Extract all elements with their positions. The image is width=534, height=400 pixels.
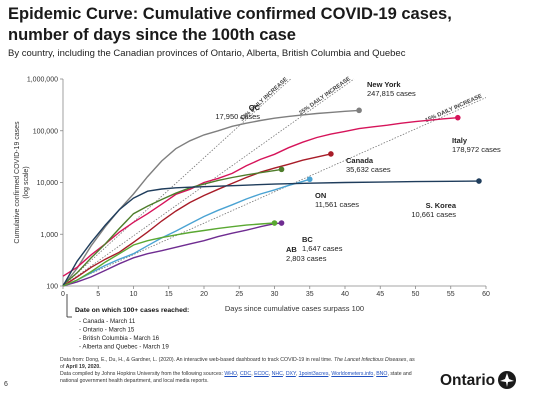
y-tick-label: 100,000 bbox=[33, 128, 58, 135]
y-tick-label: 10,000 bbox=[37, 180, 59, 187]
x-axis-title: Days since cumulative cases surpass 100 bbox=[225, 304, 364, 313]
series-value: 10,661 cases bbox=[411, 210, 456, 219]
x-tick-label: 30 bbox=[271, 291, 279, 298]
x-tick-label: 25 bbox=[235, 291, 243, 298]
series-name: ON bbox=[315, 191, 326, 200]
series-value: 35,632 cases bbox=[346, 165, 391, 174]
source-citation: Data from: Dong, E., Du, H., & Gardner, … bbox=[60, 357, 415, 370]
x-tick-label: 10 bbox=[130, 291, 138, 298]
page-title: Epidemic Curve: Cumulative confirmed COV… bbox=[8, 5, 452, 44]
series-value: 2,803 cases bbox=[286, 254, 327, 263]
source-link[interactable]: WHO bbox=[224, 371, 238, 377]
series-label: Canada 35,632 cases bbox=[346, 156, 391, 174]
date-note-item: - British Columbia - March 16 bbox=[79, 335, 160, 342]
series-value: 247,815 cases bbox=[367, 89, 416, 98]
series-endpoint bbox=[271, 220, 278, 226]
x-tick-label: 15 bbox=[165, 291, 173, 298]
reference-line-label: 25% DAILY INCREASE bbox=[298, 76, 352, 117]
series-line bbox=[62, 178, 311, 287]
x-tick-label: 20 bbox=[200, 291, 208, 298]
ontario-wordmark: Ontario bbox=[440, 372, 496, 389]
series-line bbox=[62, 153, 332, 287]
series-endpoint bbox=[476, 178, 482, 184]
date-note-item: - Canada - March 11 bbox=[79, 318, 136, 325]
source-link[interactable]: NHC bbox=[271, 371, 283, 377]
series-value: 1,647 cases bbox=[302, 244, 343, 253]
series-line bbox=[62, 222, 282, 287]
reference-line bbox=[63, 78, 291, 286]
series-endpoint bbox=[278, 166, 285, 173]
date-note-title: Date on which 100+ cases reached: bbox=[75, 307, 189, 314]
x-tick-label: 50 bbox=[412, 291, 420, 298]
series-endpoint bbox=[455, 114, 461, 121]
series-label: BC 1,647 cases bbox=[302, 235, 343, 253]
series-name: AB bbox=[286, 245, 297, 254]
x-tick-label: 0 bbox=[61, 291, 65, 298]
series-label: ON 11,561 cases bbox=[315, 191, 359, 209]
series-name: QC bbox=[249, 103, 261, 112]
source-link[interactable]: BNO bbox=[376, 371, 388, 377]
x-tick-label: 5 bbox=[96, 291, 100, 298]
x-tick-label: 45 bbox=[376, 291, 384, 298]
series-endpoint bbox=[356, 107, 362, 114]
series-name: New York bbox=[367, 80, 401, 89]
ontario-trillium-icon bbox=[498, 371, 516, 389]
page-subtitle: By country, including the Canadian provi… bbox=[8, 48, 406, 59]
series-line bbox=[62, 117, 458, 277]
x-tick-label: 55 bbox=[447, 291, 455, 298]
series-endpoint bbox=[328, 151, 334, 157]
series-label: QC 17,950 cases bbox=[215, 103, 260, 121]
reference-line bbox=[63, 97, 486, 286]
source-link[interactable]: CDC bbox=[239, 371, 252, 377]
y-axis-title-line: Cumulative confirmed COVID-19 cases bbox=[14, 121, 21, 244]
y-tick-label: 1,000 bbox=[40, 232, 58, 239]
source-footer: Data from: Dong, E., Du, H., & Gardner, … bbox=[60, 357, 420, 385]
source-link[interactable]: 1point3acres bbox=[298, 371, 329, 377]
source-link[interactable]: ECDC bbox=[254, 371, 269, 377]
series-line bbox=[62, 222, 275, 287]
series-label: AB 2,803 cases bbox=[286, 245, 327, 263]
data-compiled-note: Data compiled by Johns Hopkins Universit… bbox=[60, 371, 412, 384]
series-name: Italy bbox=[452, 136, 468, 145]
x-tick-label: 60 bbox=[482, 291, 490, 298]
y-tick-label: 1,000,000 bbox=[27, 77, 58, 84]
series-line bbox=[62, 168, 282, 286]
series-label: Italy 178,972 cases bbox=[452, 136, 501, 154]
series-endpoint bbox=[278, 220, 285, 226]
date-note-item: - Alberta and Quebec - March 19 bbox=[79, 344, 169, 351]
source-link[interactable]: Worldometers.info bbox=[331, 371, 374, 377]
x-tick-label: 35 bbox=[306, 291, 314, 298]
y-tick-label: 100 bbox=[46, 284, 58, 291]
series-name: Canada bbox=[346, 156, 374, 165]
source-link[interactable]: DXY bbox=[285, 371, 296, 377]
series-value: 178,972 cases bbox=[452, 145, 501, 154]
series-label: S. Korea 10,661 cases bbox=[411, 201, 456, 219]
series-value: 17,950 cases bbox=[215, 112, 260, 121]
x-tick-label: 40 bbox=[341, 291, 349, 298]
series-value: 11,561 cases bbox=[315, 200, 359, 209]
page-number: 6 bbox=[4, 381, 8, 388]
y-axis-title: Cumulative confirmed COVID-19 cases (log … bbox=[14, 121, 30, 244]
series-name: S. Korea bbox=[426, 201, 457, 210]
date-note-item: - Ontario - March 15 bbox=[79, 327, 135, 334]
series-name: BC bbox=[302, 235, 313, 244]
y-axis-title-line: (log scale) bbox=[23, 166, 30, 198]
series-line bbox=[62, 180, 479, 287]
series-endpoint bbox=[306, 176, 313, 183]
series-label: New York 247,815 cases bbox=[367, 80, 416, 98]
reference-line bbox=[63, 78, 355, 286]
